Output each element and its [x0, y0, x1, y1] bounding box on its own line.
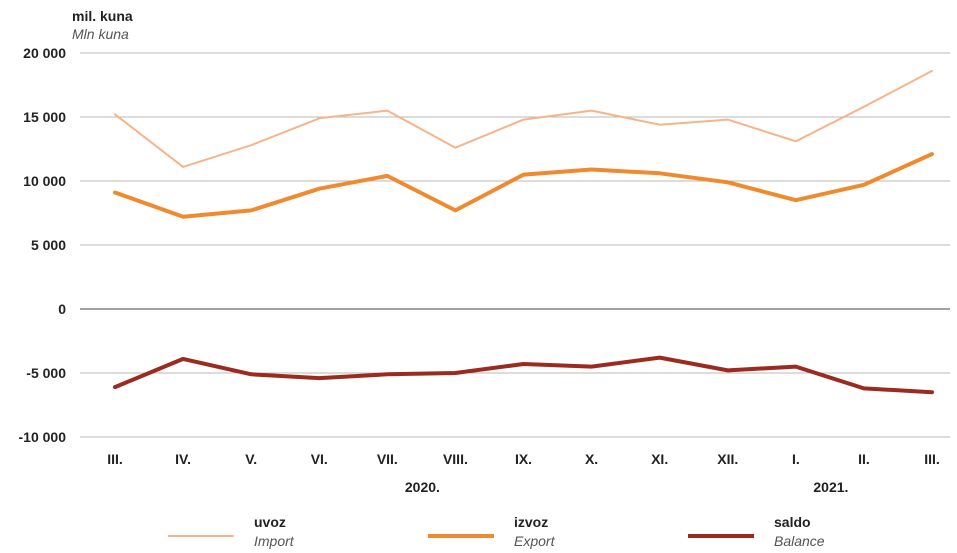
- y-tick-label: -10 000: [19, 429, 67, 445]
- y-tick-label: 0: [58, 301, 66, 317]
- y-tick-label: 10 000: [23, 173, 66, 189]
- legend-swatch-balance: [688, 534, 754, 538]
- legend-swatch-import: [168, 535, 234, 537]
- series-line-balance: [113, 355, 934, 395]
- legend-sublabel-import: Import: [254, 533, 294, 549]
- legend-sublabel-balance: Balance: [774, 533, 825, 549]
- x-axis-ticks: III. IV. V. VI. VII. VIII. IX. X. XI. XII. I. II. II…: [107, 451, 940, 467]
- legend-label-balance: saldo: [774, 514, 811, 530]
- year-labels: 2020. 2021.: [405, 479, 849, 495]
- x-tick-label: XII.: [717, 451, 738, 467]
- legend-label-export: izvoz: [514, 514, 549, 530]
- year-label: 2021.: [813, 479, 848, 495]
- x-tick-label: VIII.: [443, 451, 468, 467]
- y-tick-label: 20 000: [23, 45, 66, 61]
- x-tick-label: III.: [924, 451, 940, 467]
- x-tick-label: II.: [858, 451, 870, 467]
- x-tick-label: IX.: [515, 451, 532, 467]
- grid-lines: [80, 52, 950, 438]
- x-tick-label: VII.: [377, 451, 398, 467]
- series-line-export: [113, 152, 934, 219]
- x-tick-label: IV.: [175, 451, 191, 467]
- x-tick-label: III.: [107, 451, 123, 467]
- y-tick-label: -5 000: [26, 365, 66, 381]
- year-label: 2020.: [405, 479, 440, 495]
- unit-label-english: Mln kuna: [72, 26, 129, 42]
- y-tick-label: 5 000: [31, 237, 66, 253]
- series-line-import: [114, 69, 933, 168]
- line-chart: 20 000 15 000 10 000 5 000 0 -5 000 -10 000 II…: [19, 45, 950, 495]
- legend: uvoz Import izvoz Export saldo Balance: [0, 514, 957, 553]
- x-tick-label: VI.: [311, 451, 328, 467]
- unit-label: mil. kuna: [72, 8, 133, 24]
- x-tick-label: X.: [585, 451, 598, 467]
- y-tick-label: 15 000: [23, 109, 66, 125]
- x-tick-label: I.: [792, 451, 800, 467]
- series-lines: [113, 69, 934, 395]
- y-axis-ticks: 20 000 15 000 10 000 5 000 0 -5 000 -10 000: [19, 45, 67, 445]
- legend-sublabel-export: Export: [514, 533, 555, 549]
- legend-label-import: uvoz: [254, 514, 286, 530]
- legend-swatch-export: [428, 534, 494, 538]
- x-tick-label: V.: [245, 451, 257, 467]
- x-tick-label: XI.: [651, 451, 668, 467]
